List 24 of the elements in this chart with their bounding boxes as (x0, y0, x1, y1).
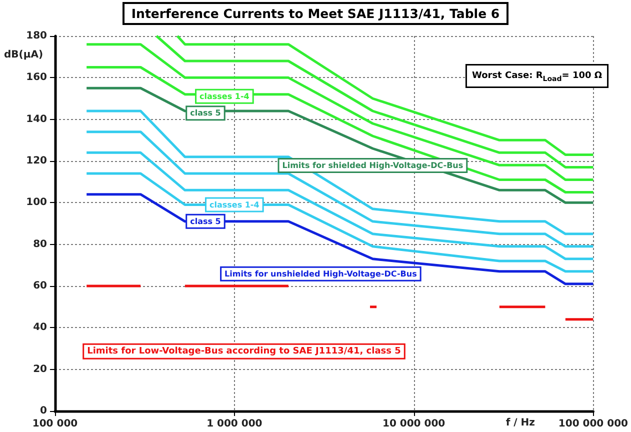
y-tick-label: 180 (26, 30, 48, 42)
x-axis-title: f / Hz (506, 418, 536, 428)
x-tick-label: 100 000 (32, 418, 78, 430)
y-tick-label: 20 (33, 364, 48, 375)
y-tick-label: 140 (26, 114, 48, 125)
annotation: class 5 (190, 108, 222, 118)
x-tick-label: 1 000 000 (206, 418, 262, 430)
x-tick-label: 10 000 000 (382, 418, 446, 430)
y-tick-label: 80 (33, 238, 48, 250)
chart-title: Interference Currents to Meet SAE J1113/41, Table 6 (131, 6, 500, 21)
annotation: classes 1-4 (200, 92, 250, 101)
y-tick-label: 120 (26, 156, 48, 166)
x-tick-label: 100 000 000 (558, 418, 628, 430)
y-tick-label: 100 (26, 197, 48, 208)
annotation: Limits for shielded High-Voltage-DC-Bus (282, 161, 464, 170)
y-axis-title: dB(µA) (4, 50, 44, 60)
text: Limits for Low-Voltage-Bus according to SAE J1113/41, class 5 (87, 346, 401, 356)
y-tick-label: 0 (40, 406, 48, 416)
annotation: class 5 (190, 216, 222, 226)
annotation: classes 1-4 (209, 200, 260, 210)
y-tick-label: 160 (26, 72, 48, 84)
y-tick-label: 40 (33, 322, 48, 334)
annotation: Limits for unshielded High-Voltage-DC-Bus (224, 269, 418, 278)
y-tick-label: 60 (33, 280, 48, 292)
